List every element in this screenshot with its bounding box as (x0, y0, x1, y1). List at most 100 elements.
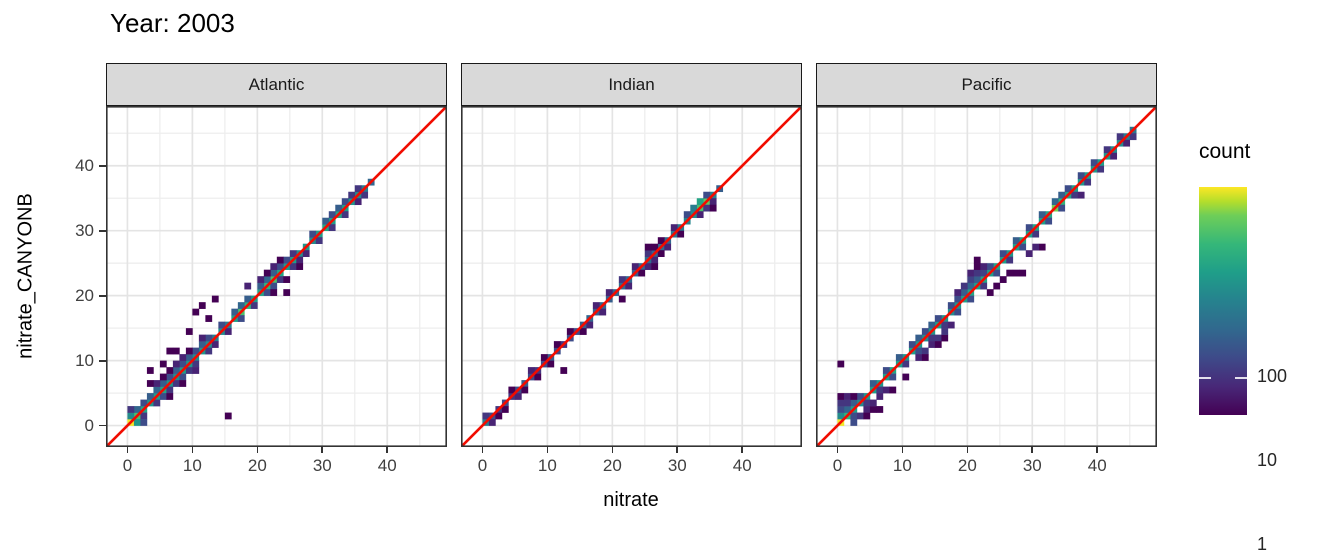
bin2d-cell (166, 386, 174, 394)
bin2d-cell (690, 204, 698, 212)
bin2d-cell (928, 334, 936, 342)
bin2d-cell (1025, 224, 1033, 232)
bin2d-cell (618, 276, 626, 283)
bin2d-cell (354, 185, 362, 193)
bin2d-cell (605, 289, 613, 296)
bin2d-cell (205, 315, 213, 322)
bin2d-cell (1077, 191, 1085, 199)
bin2d-cell (696, 211, 704, 219)
x-tick-mark (966, 447, 969, 453)
y-tick-label: 30 (75, 220, 94, 240)
panel-border (461, 106, 802, 447)
bin2d-cell (863, 406, 871, 413)
bin2d-cell (967, 276, 975, 283)
bin2d-cell (1084, 178, 1092, 186)
bin2d-cell (592, 302, 600, 309)
x-tick-label: 10 (182, 456, 202, 475)
bin2d-cell (560, 367, 568, 374)
bin2d-cell (677, 230, 685, 238)
bin2d-cell (179, 373, 187, 381)
bin2d-cell (921, 347, 929, 355)
bin2d-cell (863, 412, 871, 420)
bin2d-cell (954, 289, 962, 296)
bin2d-cell (579, 328, 587, 335)
bin2d-cell (140, 399, 148, 407)
bin2d-cell (185, 354, 193, 361)
bin2d-cell (934, 341, 942, 348)
x-tick-label: 30 (1022, 456, 1042, 475)
bin2d-cell (657, 250, 665, 257)
bin2d-cell (1012, 269, 1020, 277)
bin2d-cell (882, 386, 890, 394)
bin2d-cell (153, 380, 161, 387)
bin2d-cell (185, 328, 193, 335)
bin2d-cell (908, 341, 916, 348)
bin2d-cell (980, 282, 988, 290)
x-tick-label: 40 (732, 456, 752, 475)
x-tick-label: 0 (122, 456, 133, 475)
bin2d-cell (843, 393, 851, 400)
y-tick-mark (99, 359, 106, 362)
bin2d-cell (1058, 204, 1066, 212)
x-tick-mark (901, 447, 904, 453)
bin2d-cell (276, 276, 284, 283)
bin2d-cell (335, 204, 343, 212)
facet-strip-pacific: Pacific (816, 63, 1157, 106)
bin2d-cell (127, 412, 135, 420)
x-tick-label: 30 (667, 456, 687, 475)
bin2d-cell (915, 334, 923, 342)
bin2d-cell (341, 198, 349, 206)
facet-indian: Indian 0 10 20 30 40 (461, 0, 802, 537)
bin2d-cell (651, 263, 659, 270)
bin2d-cell (876, 393, 884, 400)
bin2d-cell (361, 191, 369, 199)
x-tick-label: 10 (892, 456, 912, 475)
bin2d-cell (270, 289, 278, 296)
bin2d-cell (843, 399, 851, 407)
bin2d-cell (703, 191, 711, 199)
x-tick-mark (256, 447, 259, 453)
bin2d-cell (322, 217, 330, 225)
panel-border (106, 106, 447, 447)
x-tick-mark (836, 447, 839, 453)
bin2d-cell (1129, 133, 1137, 141)
bin2d-cell (850, 393, 858, 400)
facet-pacific: Pacific 0 10 20 30 40 (816, 0, 1157, 537)
bin2d-cell (651, 256, 659, 264)
bin2d-cell (683, 211, 691, 219)
identity-line (816, 106, 1157, 447)
bin2d-cell (172, 360, 180, 368)
bin2d-cell (244, 295, 252, 303)
bin2d-cell (218, 321, 226, 329)
bin2d-cell (146, 380, 154, 387)
bin2d-cell (270, 263, 278, 270)
bin2d-cell (1038, 211, 1046, 219)
bin2d-cell (967, 282, 975, 290)
bin2d-cell (954, 308, 962, 316)
bin2d-cell (934, 334, 942, 342)
x-tick-label: 30 (312, 456, 332, 475)
bin2d-cell (488, 419, 496, 426)
bin2d-cell (553, 341, 561, 348)
bin2d-cell (1051, 198, 1059, 206)
bin2d-cell (140, 412, 148, 420)
bin2d-cell (534, 373, 542, 381)
x-tick-mark (1096, 447, 1099, 453)
bin2d-cell (1012, 237, 1020, 244)
identity-line (461, 106, 802, 447)
bin2d-cell (315, 237, 323, 244)
bin2d-cell (993, 282, 1001, 290)
bin2d-cell (638, 269, 646, 277)
bin2d-cell (709, 204, 717, 212)
bin2d-cell (198, 334, 206, 342)
bin2d-cell (1038, 243, 1046, 251)
bin2d-cell (205, 347, 213, 355)
bin2d-cell (185, 347, 193, 355)
bin2d-cell (1103, 146, 1111, 154)
bin2d-cell (547, 360, 555, 368)
bin2d-cell (172, 347, 180, 355)
bin2d-cell (270, 282, 278, 290)
bin2d-cell (954, 295, 962, 303)
x-tick-mark (741, 447, 744, 453)
bin2d-cell (514, 393, 522, 400)
